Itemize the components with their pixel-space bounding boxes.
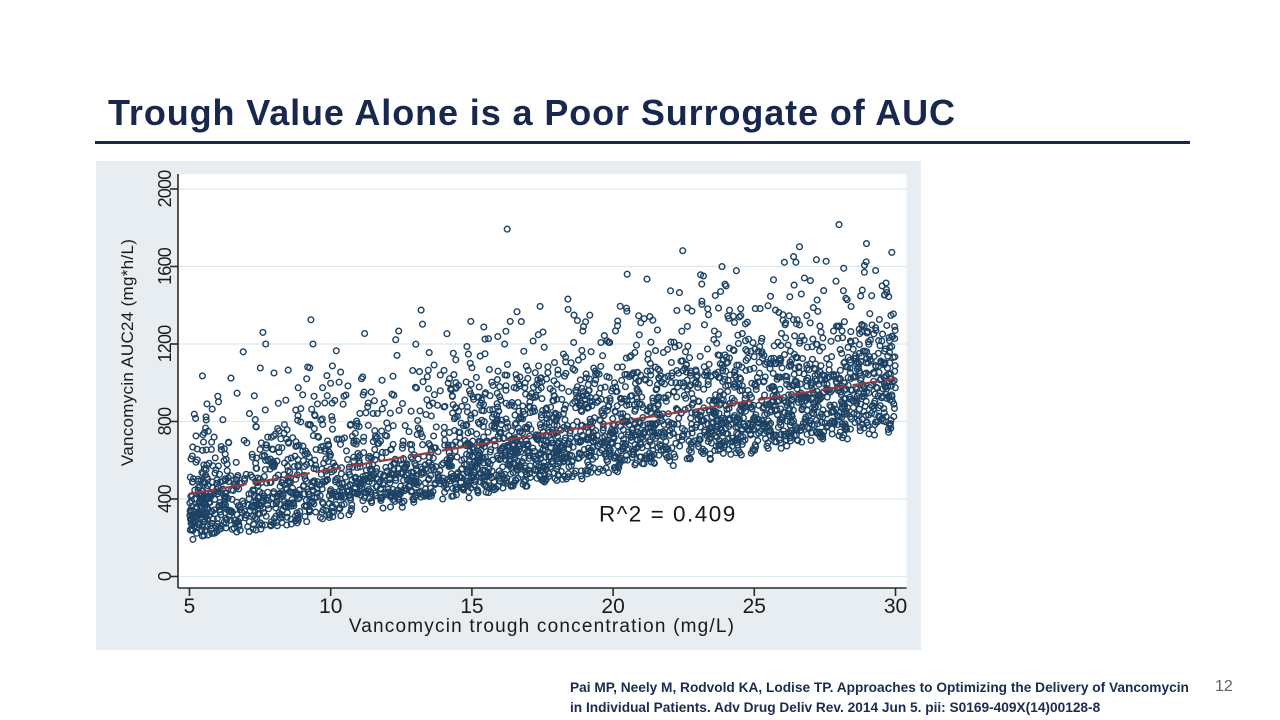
- svg-text:15: 15: [460, 595, 483, 618]
- svg-text:10: 10: [319, 595, 342, 618]
- svg-text:400: 400: [155, 484, 175, 512]
- svg-text:Vancomycin AUC24 (mg*h/L): Vancomycin AUC24 (mg*h/L): [118, 239, 137, 466]
- svg-text:R^2 = 0.409: R^2 = 0.409: [599, 502, 737, 527]
- svg-text:1600: 1600: [155, 247, 175, 285]
- svg-text:800: 800: [155, 407, 175, 435]
- svg-text:30: 30: [884, 595, 907, 618]
- svg-text:2000: 2000: [155, 170, 175, 208]
- svg-text:20: 20: [601, 595, 624, 618]
- svg-text:25: 25: [743, 595, 766, 618]
- svg-text:Vancomycin trough concentratio: Vancomycin trough concentration (mg/L): [349, 616, 735, 637]
- svg-text:5: 5: [184, 595, 196, 618]
- svg-text:0: 0: [155, 571, 175, 581]
- svg-text:1200: 1200: [155, 325, 175, 363]
